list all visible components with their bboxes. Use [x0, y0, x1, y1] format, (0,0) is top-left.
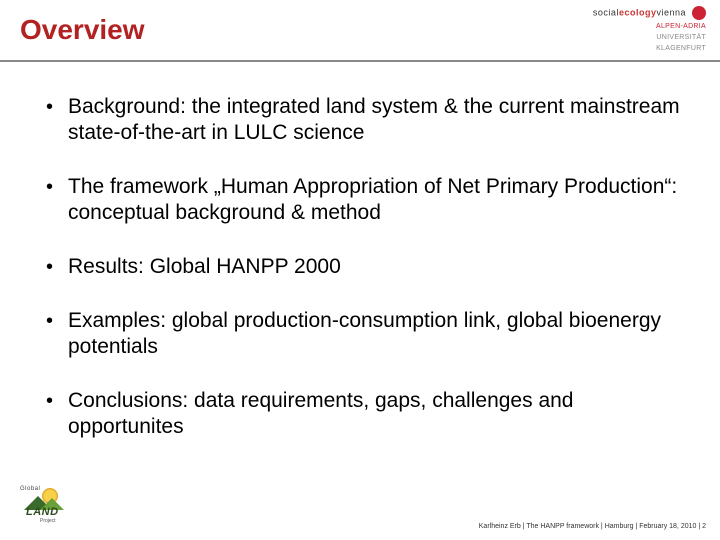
bullet-list: Background: the integrated land system &… [40, 94, 680, 440]
project-logo-top: Global [20, 486, 40, 492]
logo-line-klagenfurt: KLAGENFURT [576, 43, 706, 54]
slide-content: Background: the integrated land system &… [0, 54, 720, 440]
logo-line-uni: UNIVERSITÄT [576, 32, 706, 43]
header-divider [0, 60, 720, 62]
list-item: Examples: global production-consumption … [40, 308, 680, 360]
logo-badge-icon [692, 6, 706, 20]
list-item: Conclusions: data requirements, gaps, ch… [40, 388, 680, 440]
logo-text-vienna: vienna [656, 7, 686, 17]
list-item: Results: Global HANPP 2000 [40, 254, 680, 280]
project-logo: Global LAND Project [20, 488, 80, 522]
list-item: The framework „Human Appropriation of Ne… [40, 174, 680, 226]
list-item: Background: the integrated land system &… [40, 94, 680, 146]
footer-citation: Karlheinz Erb | The HANPP framework | Ha… [479, 523, 706, 530]
logo-text-social: social [593, 7, 619, 17]
project-logo-sub: Project [40, 518, 56, 524]
logo-text-ecology: ecology [619, 7, 657, 17]
institution-logo: socialecologyvienna ALPEN-ADRIA UNIVERSI… [576, 6, 706, 54]
project-logo-main: LAND [26, 506, 59, 518]
logo-line-alpen: ALPEN-ADRIA [576, 21, 706, 32]
